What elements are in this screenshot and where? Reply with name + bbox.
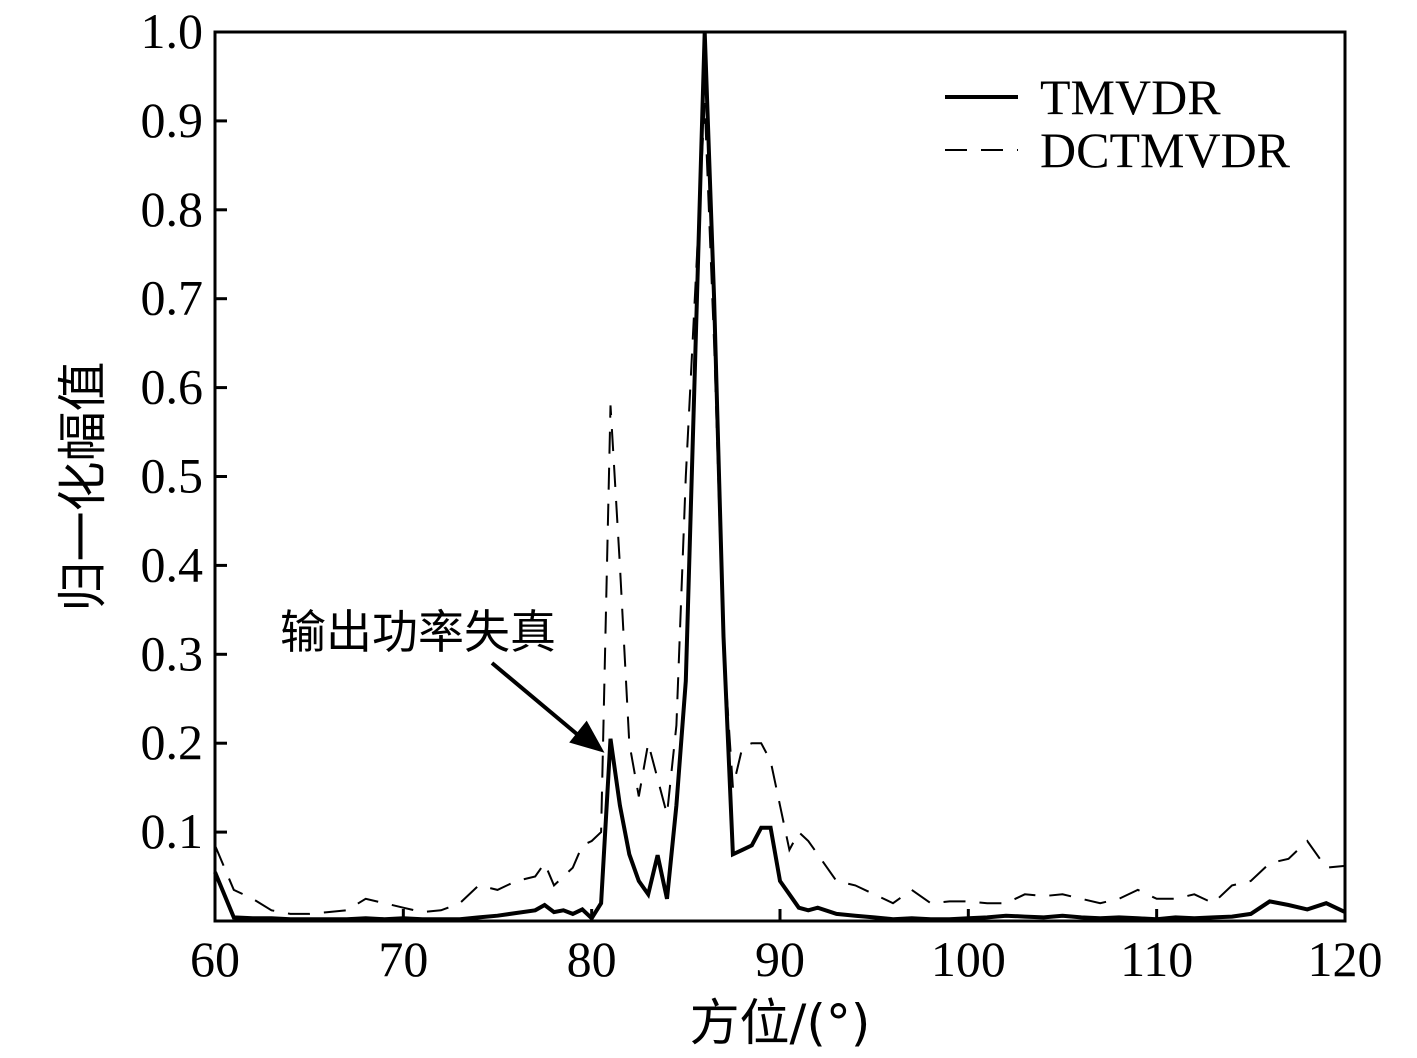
series-line-dctmvdr: [214, 103, 1346, 915]
x-tick-label: 120: [1308, 931, 1383, 987]
y-tick-label: 0.5: [141, 448, 204, 504]
x-tick-label: 80: [567, 931, 617, 987]
y-tick-label: 0.9: [141, 92, 204, 148]
y-tick-label: 0.1: [141, 803, 204, 859]
y-tick-label: 0.6: [141, 359, 204, 415]
y-tick-label: 0.3: [141, 625, 204, 681]
axes: 60 70 80 90 100 110 120 0.1 0.2 0.3 0.4 0.5 0.6 0.7 0.…: [54, 3, 1383, 1052]
x-tick-label: 60: [190, 931, 240, 987]
y-tick-label: 0.8: [141, 181, 204, 237]
y-tick-label: 0.4: [141, 536, 204, 592]
x-tick-label: 70: [378, 931, 428, 987]
series-line-tmvdr: [213, 31, 1346, 922]
legend-label-tmvdr: TMVDR: [1040, 69, 1221, 125]
x-axis-title: 方位/(°): [690, 994, 871, 1052]
annotation-arrow-shaft: [490, 661, 584, 741]
y-tick-label: 0.2: [141, 714, 204, 770]
y-tick-label: 0.7: [141, 270, 204, 326]
annotation-label: 输出功率失真: [280, 605, 556, 659]
x-tick-label: 90: [755, 931, 805, 987]
y-tick-label: 1.0: [141, 3, 204, 59]
y-axis-title: 归一化幅值: [54, 362, 112, 612]
x-tick-label: 110: [1120, 931, 1193, 987]
legend-label-dctmvdr: DCTMVDR: [1040, 122, 1291, 178]
annotation: 输出功率失真: [280, 605, 605, 753]
x-tick-label: 100: [931, 931, 1006, 987]
plot-area: [213, 31, 1346, 922]
annotation-arrow-head: [569, 720, 605, 753]
